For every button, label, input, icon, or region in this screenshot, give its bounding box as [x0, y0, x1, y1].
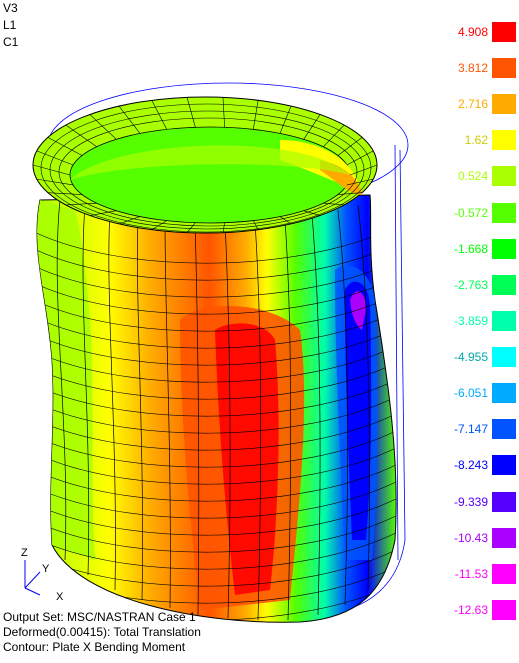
legend-value: -6.051 — [453, 386, 488, 401]
legend-row: -4.955 — [440, 347, 518, 368]
legend-swatch — [492, 599, 516, 620]
legend-value: -1.668 — [453, 241, 488, 256]
legend-value: -9.339 — [453, 494, 488, 509]
legend-value: -10.43 — [453, 530, 488, 545]
contour-legend: 4.908 3.812 2.716 1.62 0.524 -0.572 -1.668 -2.7… — [440, 22, 518, 636]
deformed-text: Deformed(0.00415): Total Translation — [3, 625, 201, 639]
legend-value: 2.716 — [457, 97, 488, 112]
legend-swatch — [492, 383, 516, 404]
triad-y-label: Y — [42, 563, 50, 575]
legend-row: -6.051 — [440, 383, 518, 404]
legend-value: 3.812 — [457, 61, 488, 76]
deformed-cylinder — [36, 194, 397, 623]
legend-swatch — [492, 22, 516, 42]
coordinate-triad — [24, 560, 41, 596]
legend-row: 1.62 — [440, 130, 518, 151]
output-info: Output Set: MSC/NASTRAN Case 1 Deformed(… — [3, 610, 201, 655]
case-label: C1 — [3, 35, 19, 49]
legend-swatch — [492, 238, 516, 259]
legend-swatch — [492, 455, 516, 476]
legend-row: -8.243 — [440, 455, 518, 476]
legend-row: 0.524 — [440, 166, 518, 187]
legend-row: -2.763 — [440, 274, 518, 295]
legend-row: -3.859 — [440, 310, 518, 331]
legend-value: -12.63 — [453, 602, 488, 617]
legend-value: 1.62 — [464, 133, 488, 148]
legend-value: 4.908 — [457, 25, 488, 39]
legend-value: -3.859 — [453, 313, 488, 328]
legend-value: -7.147 — [453, 422, 488, 437]
legend-value: -2.763 — [453, 277, 488, 292]
legend-row: -7.147 — [440, 419, 518, 440]
legend-swatch — [492, 166, 516, 187]
legend-value: 0.524 — [457, 169, 488, 184]
triad-z-label: Z — [21, 547, 28, 559]
cylinder-rim — [32, 96, 378, 234]
legend-row: 4.908 — [440, 22, 518, 42]
legend-swatch — [492, 58, 516, 79]
legend-row: -9.339 — [440, 491, 518, 512]
legend-swatch — [492, 491, 516, 512]
legend-swatch — [492, 130, 516, 151]
legend-row: -10.43 — [440, 527, 518, 548]
legend-value: -8.243 — [453, 458, 488, 473]
contour-text: Contour: Plate X Bending Moment — [3, 640, 186, 654]
output-set-text: Output Set: MSC/NASTRAN Case 1 — [3, 610, 196, 624]
legend-value: -0.572 — [453, 205, 488, 220]
legend-row: 3.812 — [440, 58, 518, 79]
legend-swatch — [492, 347, 516, 368]
legend-row: -12.63 — [440, 599, 518, 620]
layer-label: L1 — [3, 18, 17, 32]
legend-row: -0.572 — [440, 202, 518, 223]
legend-swatch — [492, 310, 516, 331]
triad-x-label: X — [56, 591, 64, 603]
legend-row: -1.668 — [440, 238, 518, 259]
legend-swatch — [492, 274, 516, 295]
legend-swatch — [492, 202, 516, 223]
legend-swatch — [492, 419, 516, 440]
legend-row: -11.53 — [440, 563, 518, 584]
legend-swatch — [492, 94, 516, 115]
legend-swatch — [492, 527, 516, 548]
legend-value: -4.955 — [453, 350, 488, 365]
legend-swatch — [492, 563, 516, 584]
legend-row: 2.716 — [440, 94, 518, 115]
view-label: V3 — [3, 1, 18, 15]
legend-value: -11.53 — [454, 566, 488, 581]
